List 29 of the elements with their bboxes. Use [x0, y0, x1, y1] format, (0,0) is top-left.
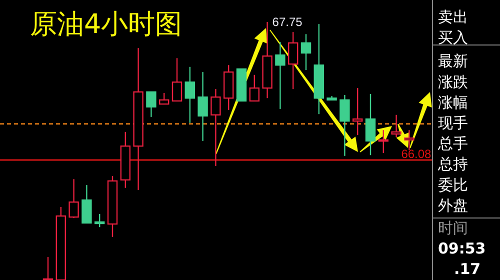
candlestick — [210, 88, 221, 167]
text: 买入 — [438, 28, 468, 47]
text: 09:53 — [438, 240, 486, 258]
annotation: 67.75 — [272, 15, 303, 29]
candlestick — [404, 130, 414, 151]
candlestick — [275, 42, 286, 110]
annotation: 66.08 — [401, 146, 432, 161]
text: 时间 — [438, 219, 468, 237]
text: 外盘 — [438, 196, 468, 214]
candlestick — [391, 114, 402, 138]
text: 涨幅 — [438, 93, 468, 112]
text: 总持 — [437, 155, 468, 174]
text: 最新 — [438, 52, 468, 70]
text: 委比 — [438, 176, 468, 194]
candlestick — [288, 31, 298, 90]
candlestick — [184, 66, 195, 124]
candlestick — [133, 47, 144, 191]
text: 现手 — [438, 114, 468, 132]
text: 涨跌 — [438, 72, 468, 91]
text: 卖出 — [438, 8, 468, 26]
candlestick — [365, 93, 376, 156]
chart-title: 原油4小时图 — [30, 9, 182, 40]
candlestick — [352, 87, 363, 136]
text: 总手 — [437, 134, 468, 153]
candlestick — [262, 21, 272, 99]
text: .17 — [454, 260, 481, 278]
candlestick — [340, 94, 350, 156]
candlestick — [198, 71, 208, 142]
candlestick — [314, 23, 324, 115]
